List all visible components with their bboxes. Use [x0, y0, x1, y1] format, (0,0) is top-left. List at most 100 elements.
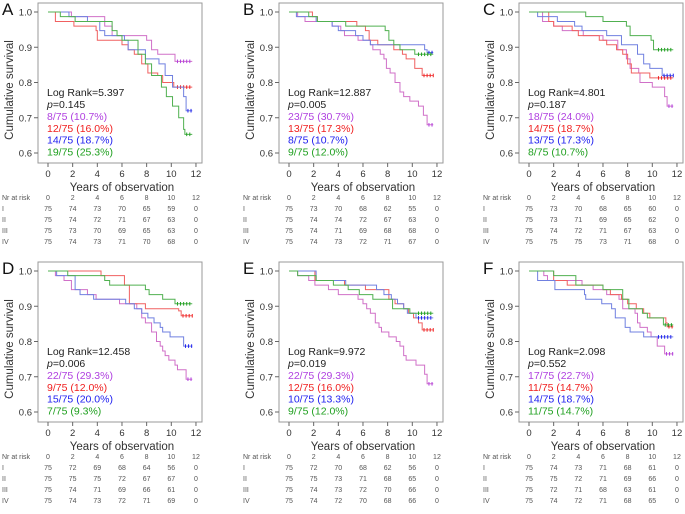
risk-cell: 73 [334, 239, 342, 246]
legend-entry: 8/75 (10.7%) [47, 111, 107, 123]
legend-entry: 12/75 (16.0%) [288, 382, 354, 394]
y-tick-label: 0.9 [500, 43, 513, 54]
risk-cell: 71 [599, 465, 607, 472]
legend-entry: 14/75 (18.7%) [528, 123, 594, 135]
risk-cell: 67 [167, 476, 175, 483]
p-value: p=0.145 [46, 99, 85, 111]
risk-cell: 69 [118, 228, 126, 235]
legend-entry: 9/75 (12.0%) [288, 405, 348, 417]
risk-time-header: 12 [433, 454, 441, 461]
x-tick-label: 0 [286, 428, 291, 439]
survival-curve-2 [48, 270, 193, 317]
risk-cell: 71 [118, 239, 126, 246]
risk-row-label: IV [243, 239, 250, 246]
risk-cell: 75 [574, 239, 582, 246]
risk-cell: 73 [93, 498, 101, 505]
survival-curve-3 [48, 270, 193, 347]
x-tick-label: 6 [600, 428, 605, 439]
risk-row-label: III [243, 228, 249, 235]
x-tick-label: 8 [625, 169, 630, 180]
risk-cell: 71 [599, 228, 607, 235]
risk-cell: 73 [574, 465, 582, 472]
risk-cell: 62 [384, 465, 392, 472]
risk-cell: 0 [675, 498, 679, 505]
legend-entry: 11/75 (14.7%) [528, 382, 593, 394]
risk-cell: 70 [359, 498, 367, 505]
risk-cell: 75 [69, 476, 77, 483]
risk-cell: 70 [334, 465, 342, 472]
p-value: p=0.006 [46, 358, 85, 370]
risk-cell: 70 [118, 206, 126, 213]
x-tick-label: 0 [45, 428, 50, 439]
panel-f: F 0.6 0.7 0.8 0.9 1.0 0 2 4 6 8 10 12 Years of observ… [481, 259, 685, 514]
risk-cell: 72 [359, 487, 367, 494]
survival-curve-4 [48, 11, 193, 135]
risk-cell: 68 [118, 465, 126, 472]
p-value-number: =0.006 [53, 358, 86, 370]
risk-cell: 61 [167, 487, 175, 494]
risk-cell: 69 [599, 217, 607, 224]
x-tick-label: 2 [311, 428, 316, 439]
risk-cell: 75 [525, 206, 533, 213]
risk-cell: 75 [44, 239, 52, 246]
panel-a: A 0.6 0.7 0.8 0.9 1.0 0 2 4 6 8 10 12 Years of observ… [0, 0, 228, 255]
x-tick-label: 2 [311, 169, 316, 180]
panel-letter: C [483, 0, 495, 19]
risk-cell: 66 [143, 487, 151, 494]
risk-cell: 72 [574, 228, 582, 235]
risk-cell: 73 [334, 476, 342, 483]
x-axis-label: Years of observation [70, 441, 174, 453]
risk-time-header: 12 [673, 454, 681, 461]
risk-time-header: 6 [601, 454, 605, 461]
risk-cell: 68 [624, 465, 632, 472]
x-tick-label: 10 [166, 169, 177, 180]
risk-cell: 71 [143, 498, 151, 505]
survival-curve-1 [529, 270, 674, 355]
x-tick-label: 8 [625, 428, 630, 439]
risk-cell: 0 [194, 498, 198, 505]
survival-curve-3 [529, 11, 674, 76]
survival-curve-1 [48, 11, 193, 62]
risk-cell: 68 [599, 487, 607, 494]
risk-cell: 62 [384, 206, 392, 213]
risk-cell: 67 [384, 217, 392, 224]
survival-curve-4 [289, 11, 434, 55]
risk-cell: 0 [435, 239, 439, 246]
risk-time-header: 4 [336, 195, 340, 202]
risk-time-header: 6 [120, 454, 124, 461]
risk-cell: 72 [310, 465, 318, 472]
risk-time-header: 12 [192, 454, 200, 461]
y-tick-label: 0.6 [500, 149, 513, 160]
risk-time-header: 12 [192, 195, 200, 202]
x-tick-label: 4 [336, 169, 341, 180]
risk-cell: 73 [93, 239, 101, 246]
legend-entry: 14/75 (18.7%) [528, 394, 594, 406]
panel-letter: E [243, 259, 254, 278]
risk-cell: 67 [143, 476, 151, 483]
y-tick-label: 0.9 [260, 302, 273, 313]
risk-cell: 66 [408, 487, 416, 494]
risk-cell: 75 [525, 487, 533, 494]
legend-entry: 10/75 (13.3%) [288, 394, 354, 406]
risk-row-label: III [483, 487, 489, 494]
risk-cell: 0 [675, 476, 679, 483]
y-tick-label: 0.8 [19, 78, 32, 89]
p-value-number: =0.552 [534, 358, 567, 370]
risk-row-label: II [483, 476, 487, 483]
risk-cell: 0 [194, 487, 198, 494]
risk-time-header: 4 [95, 195, 99, 202]
risk-time-header: 2 [71, 454, 75, 461]
y-tick-label: 0.7 [260, 113, 273, 124]
risk-row-label: I [483, 206, 485, 213]
risk-cell: 65 [648, 498, 656, 505]
y-axis-label: Cumulative survival [245, 40, 257, 140]
risk-cell: 0 [435, 465, 439, 472]
p-symbol: p [46, 99, 53, 111]
y-tick-label: 0.6 [19, 408, 32, 419]
risk-cell: 68 [384, 498, 392, 505]
risk-cell: 70 [93, 228, 101, 235]
risk-cell: 64 [143, 465, 151, 472]
x-tick-label: 8 [144, 169, 149, 180]
